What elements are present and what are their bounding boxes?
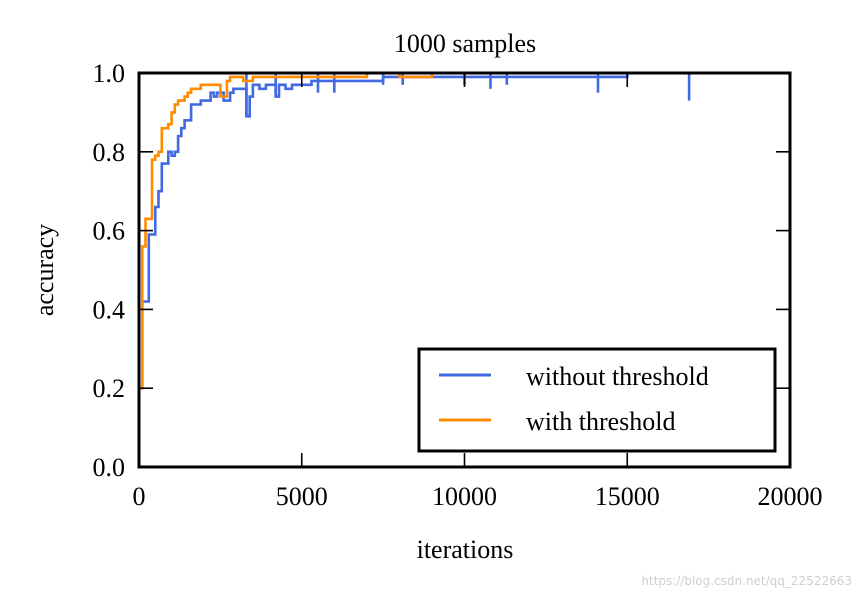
x-tick-label-1: 5000 xyxy=(276,482,328,511)
y-tick-label-3: 0.6 xyxy=(93,217,126,246)
y-tick-label-5: 1.0 xyxy=(93,59,126,88)
y-axis-label: accuracy xyxy=(30,224,59,316)
series-line-1 xyxy=(139,71,790,390)
legend-label-without-threshold: without threshold xyxy=(526,362,709,391)
y-tick-label-0: 0.0 xyxy=(93,453,126,482)
x-axis-label: iterations xyxy=(417,535,514,564)
ticks-layer: 0 5000 10000 15000 20000 0.0 0.2 0.4 0.6 0.8 1.0 xyxy=(93,59,823,511)
series-layer xyxy=(139,71,790,390)
y-tick-label-2: 0.4 xyxy=(93,295,126,324)
x-tick-label-4: 20000 xyxy=(758,482,823,511)
watermark: https://blog.csdn.net/qq_22522663 xyxy=(641,574,852,588)
legend-box xyxy=(417,347,777,453)
x-tick-label-0: 0 xyxy=(133,482,146,511)
plot-frame xyxy=(137,71,792,469)
x-tick-label-3: 15000 xyxy=(595,482,660,511)
chart-title: 1000 samples xyxy=(394,29,536,58)
y-tick-label-4: 0.8 xyxy=(93,138,126,167)
legend-label-with-threshold: with threshold xyxy=(526,407,676,436)
x-tick-label-2: 10000 xyxy=(432,482,497,511)
y-tick-label-1: 0.2 xyxy=(93,374,126,403)
legend: without threshold with threshold xyxy=(417,347,777,453)
series-line-0 xyxy=(139,71,790,390)
